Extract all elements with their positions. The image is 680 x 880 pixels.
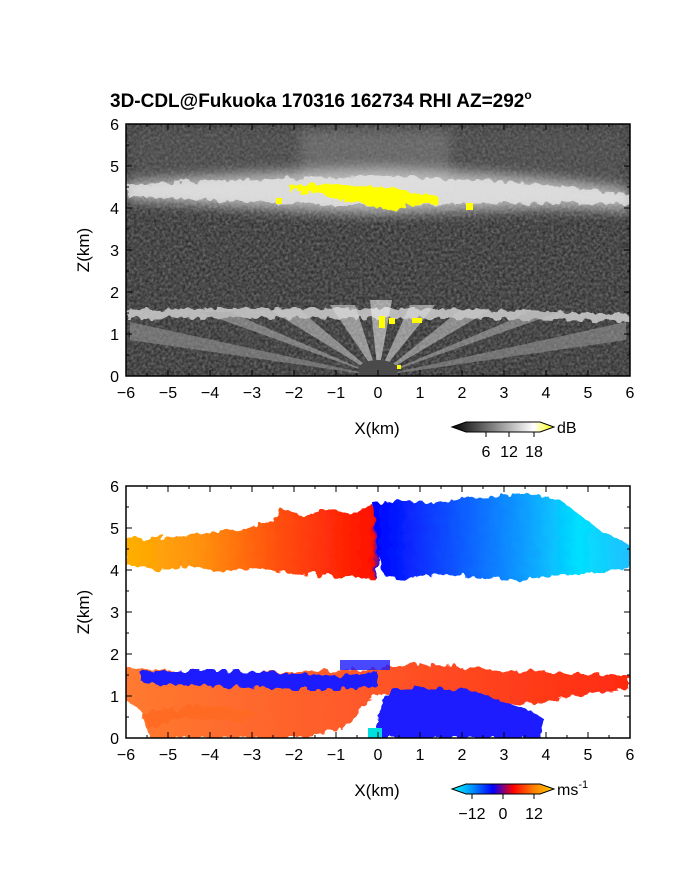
x-tick-label: −1: [327, 747, 345, 764]
x-tick-label: −2: [285, 385, 303, 402]
velocity-upper-east: [373, 494, 630, 580]
x-tick-label: 2: [458, 385, 467, 402]
x-tick-label: 5: [584, 385, 593, 402]
colorbar-tick-label: 12: [500, 444, 518, 461]
axis-ticks: [125, 485, 631, 739]
y-tick-label: 5: [110, 159, 119, 176]
colorbar-unit: ms-1: [557, 779, 588, 799]
x-tick-label: 3: [500, 385, 509, 402]
y-tick-label: 1: [110, 689, 119, 706]
x-tick-label: 5: [584, 747, 593, 764]
x-tick-label: −5: [159, 747, 177, 764]
colorbar-tick-label: 12: [525, 806, 543, 823]
x-tick-label: 6: [626, 747, 635, 764]
x-tick-label: 0: [374, 385, 383, 402]
x-tick-label: 1: [416, 385, 425, 402]
velocity-negative-band: [140, 670, 378, 690]
saturated-patch-lower: [379, 316, 385, 328]
y-tick-label: 3: [110, 243, 119, 260]
x-tick-label: −5: [159, 385, 177, 402]
x-tick-label: 6: [626, 385, 635, 402]
y-tick-label: 2: [110, 285, 119, 302]
colorbar-unit: dB: [557, 420, 577, 437]
y-tick-label: 3: [110, 605, 119, 622]
x-tick-labels: −6 −5 −4 −3 −2 −1 0 1 2 3 4 5 6: [117, 385, 635, 402]
x-tick-label: 4: [542, 385, 551, 402]
colorbar-tick-label: 18: [525, 444, 543, 461]
y-axis-label: Z(km): [74, 590, 93, 634]
reflectivity-colorbar: 6 12 18 dB: [450, 420, 577, 461]
y-tick-label: 6: [110, 479, 119, 496]
saturated-patch-upper: [290, 184, 437, 210]
y-tick-label: 4: [110, 201, 119, 218]
x-tick-label: 3: [500, 747, 509, 764]
x-axis-label: X(km): [354, 419, 399, 438]
x-axis-label: X(km): [354, 781, 399, 800]
y-tick-label: 1: [110, 327, 119, 344]
y-tick-label: 4: [110, 563, 119, 580]
x-tick-label: 1: [416, 747, 425, 764]
colorbar-tick-label: −12: [458, 806, 485, 823]
x-tick-labels: −6 −5 −4 −3 −2 −1 0 1 2 3 4 5 6: [117, 747, 635, 764]
x-tick-label: −3: [243, 747, 261, 764]
y-tick-label: 0: [110, 731, 119, 748]
velocity-field: [126, 486, 630, 738]
y-tick-label: 5: [110, 521, 119, 538]
x-tick-label: −2: [285, 747, 303, 764]
x-tick-label: −3: [243, 385, 261, 402]
axis-ticks: [125, 123, 631, 377]
y-tick-label: 6: [110, 117, 119, 134]
y-axis-label: Z(km): [74, 228, 93, 272]
x-tick-label: −4: [201, 385, 219, 402]
colorbar-tick-label: 0: [499, 806, 508, 823]
figure-title: 3D-CDL@Fukuoka 170316 162734 RHI AZ=292o: [110, 88, 532, 112]
y-tick-label: 0: [110, 369, 119, 386]
velocity-colorbar: −12 0 12 ms-1: [450, 779, 588, 823]
x-tick-label: 4: [542, 747, 551, 764]
y-tick-labels: 0 1 2 3 4 5 6: [110, 479, 119, 748]
x-tick-label: −1: [327, 385, 345, 402]
colorbar-tick-label: 6: [482, 444, 491, 461]
x-tick-label: −4: [201, 747, 219, 764]
x-tick-label: 0: [374, 747, 383, 764]
velocity-upper-west: [126, 505, 378, 578]
y-tick-label: 2: [110, 647, 119, 664]
x-tick-label: 2: [458, 747, 467, 764]
x-tick-label: −6: [117, 747, 135, 764]
y-tick-labels: 0 1 2 3 4 5 6: [110, 117, 119, 386]
x-tick-label: −6: [117, 385, 135, 402]
reflectivity-field: [126, 124, 630, 376]
velocity-negative-core: [378, 688, 545, 738]
